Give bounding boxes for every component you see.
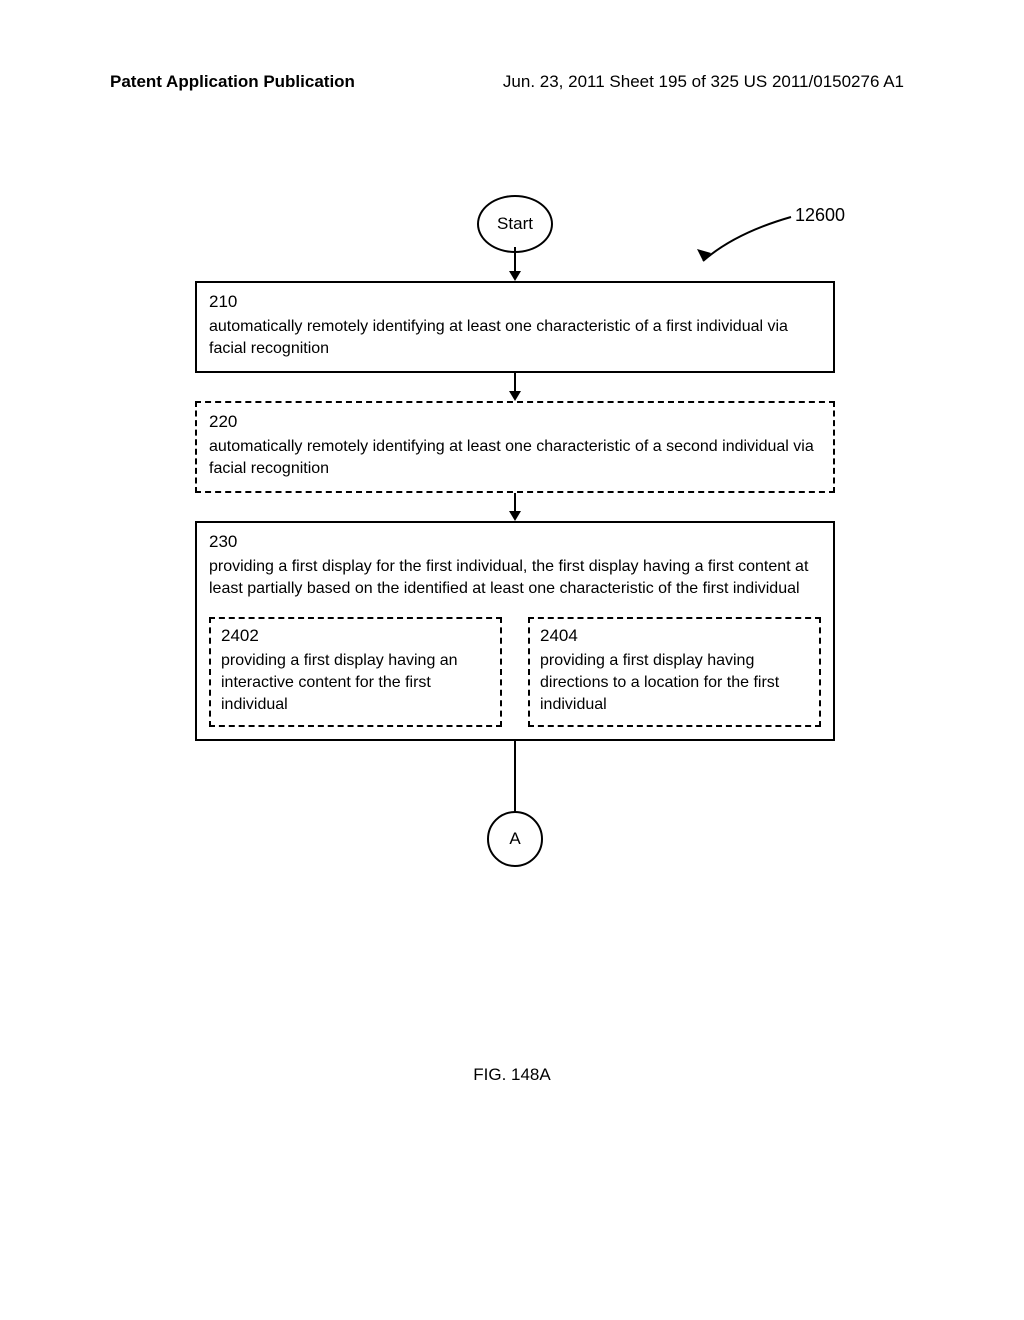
step-220: 220 automatically remotely identifying a… bbox=[195, 401, 835, 493]
substep-2404: 2404 providing a first display having di… bbox=[528, 617, 821, 727]
page-header: Patent Application Publication Jun. 23, … bbox=[0, 72, 1024, 92]
header-right-text: Jun. 23, 2011 Sheet 195 of 325 US 2011/0… bbox=[503, 72, 904, 92]
reference-number: 12600 bbox=[795, 205, 845, 226]
step-230-text: providing a first display for the first … bbox=[209, 556, 821, 599]
substep-2402-number: 2402 bbox=[221, 625, 490, 648]
reference-number-row: 12600 bbox=[585, 205, 845, 255]
step-220-text: automatically remotely identifying at le… bbox=[209, 436, 821, 479]
connector-210-220 bbox=[195, 373, 835, 401]
connector-line bbox=[514, 373, 516, 391]
end-label: A bbox=[509, 829, 520, 849]
start-terminal: Start bbox=[477, 195, 553, 253]
header-left-text: Patent Application Publication bbox=[110, 72, 355, 92]
connector-line bbox=[514, 253, 516, 271]
connector-220-230 bbox=[195, 493, 835, 521]
start-tick bbox=[514, 247, 516, 253]
end-tick bbox=[514, 807, 516, 813]
arrowhead-icon bbox=[509, 271, 521, 281]
connector-line bbox=[514, 493, 516, 511]
flowchart: 12600 Start 210 automatically remotely i… bbox=[195, 195, 835, 867]
substep-2404-text: providing a first display having directi… bbox=[540, 650, 809, 715]
step-210-number: 210 bbox=[209, 291, 821, 314]
substep-2404-number: 2404 bbox=[540, 625, 809, 648]
substep-2402-text: providing a first display having an inte… bbox=[221, 650, 490, 715]
arrowhead-icon bbox=[509, 511, 521, 521]
step-210: 210 automatically remotely identifying a… bbox=[195, 281, 835, 373]
step-210-text: automatically remotely identifying at le… bbox=[209, 316, 821, 359]
start-label: Start bbox=[497, 214, 533, 234]
step-230-number: 230 bbox=[209, 531, 821, 554]
figure-label: FIG. 148A bbox=[0, 1065, 1024, 1085]
step-220-number: 220 bbox=[209, 411, 821, 434]
arrowhead-icon bbox=[509, 391, 521, 401]
connector-230-end bbox=[195, 741, 835, 811]
substep-2402: 2402 providing a first display having an… bbox=[209, 617, 502, 727]
step-230: 230 providing a first display for the fi… bbox=[195, 521, 835, 741]
end-terminal: A bbox=[487, 811, 543, 867]
step-230-subboxes: 2402 providing a first display having an… bbox=[209, 617, 821, 727]
connector-line bbox=[514, 741, 516, 811]
